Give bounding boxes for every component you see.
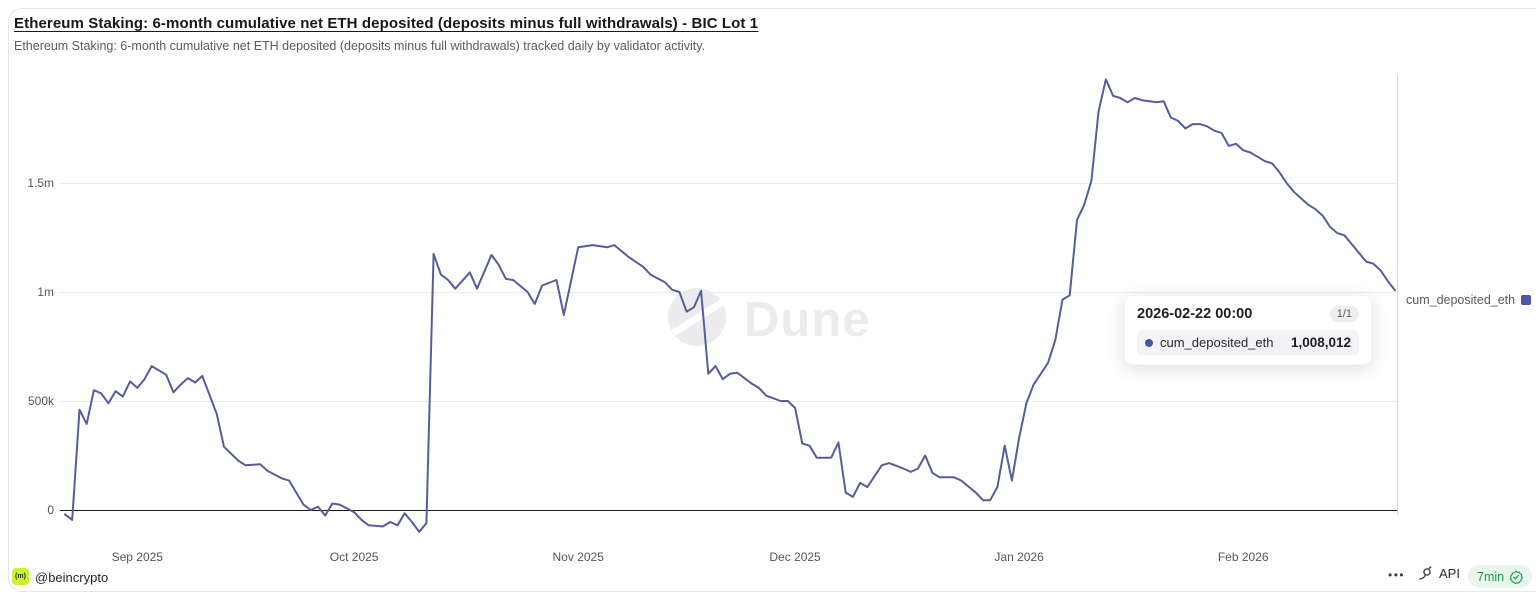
y-axis-tick-label: 0 xyxy=(47,503,54,517)
tooltip-date: 2026-02-22 00:00 xyxy=(1137,306,1253,322)
api-label: API xyxy=(1439,566,1460,581)
chart-subtitle: Ethereum Staking: 6-month cumulative net… xyxy=(14,39,706,53)
api-button[interactable]: API xyxy=(1418,566,1460,581)
more-menu-button[interactable]: ••• xyxy=(1388,568,1406,582)
author-handle[interactable]: @beincrypto xyxy=(35,570,109,585)
tooltip-series-value: 1,008,012 xyxy=(1290,335,1351,350)
chart-title[interactable]: Ethereum Staking: 6-month cumulative net… xyxy=(14,15,759,32)
verified-check-icon xyxy=(1509,570,1524,584)
tooltip-series-name: cum_deposited_eth xyxy=(1160,335,1274,350)
series-dot-icon xyxy=(1145,338,1153,347)
x-axis-tick-label: Oct 2025 xyxy=(329,550,379,564)
x-axis-tick-label: Nov 2025 xyxy=(552,550,604,564)
refresh-status-badge[interactable]: 7min xyxy=(1468,565,1533,588)
hover-crosshair xyxy=(1397,75,1398,515)
refresh-age: 7min xyxy=(1477,569,1505,584)
x-axis-tick-label: Jan 2026 xyxy=(994,550,1044,564)
y-axis-tick-label: 1m xyxy=(37,285,54,299)
author-avatar[interactable]: (m) xyxy=(12,568,29,585)
api-icon xyxy=(1419,566,1432,580)
gridline xyxy=(60,292,1397,293)
gridline xyxy=(60,183,1397,184)
legend-swatch-icon xyxy=(1521,295,1532,305)
x-axis-tick-label: Sep 2025 xyxy=(111,550,163,564)
tooltip-page-badge: 1/1 xyxy=(1329,306,1359,322)
dune-logo-icon xyxy=(668,288,726,346)
series-line xyxy=(64,78,1396,533)
legend-label: cum_deposited_eth xyxy=(1406,293,1516,307)
legend-item[interactable]: cum_deposited_eth xyxy=(1406,293,1532,307)
dune-watermark: Dune xyxy=(744,293,871,347)
zero-axis-line xyxy=(60,509,1397,511)
y-axis-tick-label: 500k xyxy=(27,394,54,408)
x-axis-tick-label: Feb 2026 xyxy=(1217,550,1269,564)
tooltip-series-row: cum_deposited_eth 1,008,012 xyxy=(1137,330,1359,355)
y-axis-tick-label: 1.5m xyxy=(27,176,54,190)
chart-tooltip: 2026-02-22 00:00 1/1 cum_deposited_eth 1… xyxy=(1124,295,1372,365)
x-axis-tick-label: Dec 2025 xyxy=(769,550,821,564)
gridline xyxy=(60,401,1397,402)
